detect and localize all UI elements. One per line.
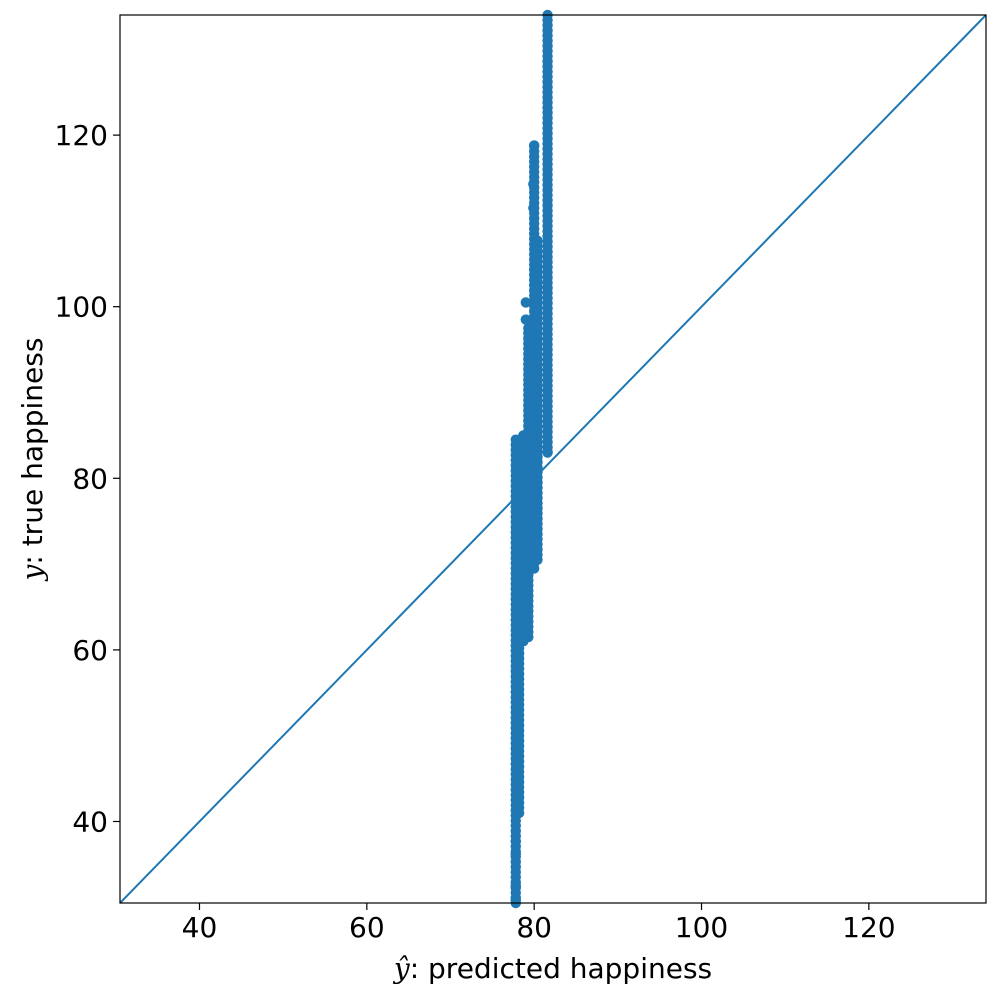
scatter-point [528, 140, 540, 151]
scatter-point [510, 434, 521, 445]
scatter-point [510, 895, 521, 906]
x-tick-label: 80 [516, 911, 552, 944]
x-axis-label-text: : predicted happiness [410, 952, 712, 985]
x-axis-ticks: 40 60 80 100 120 [182, 903, 896, 944]
x-axis-label: ŷ: predicted happiness [392, 952, 712, 985]
plot-frame [119, 14, 987, 904]
y-tick-label: 80 [72, 462, 108, 495]
x-tick-label: 100 [675, 911, 728, 944]
identity-reference-line [119, 14, 987, 904]
scatter-point [542, 446, 553, 457]
scatter-point [532, 235, 543, 246]
scatter-point [520, 297, 532, 308]
y-tick-label: 40 [72, 805, 108, 838]
plot-area [119, 9, 987, 909]
y-axis-label: y: true happiness [16, 338, 49, 583]
scatter-point [520, 314, 532, 325]
scatter-point [510, 880, 521, 892]
scatter-point [528, 202, 539, 214]
x-tick-label: 60 [349, 911, 385, 944]
scatter-points [510, 9, 553, 909]
y-axis-ticks: 40 60 80 100 120 [55, 119, 120, 838]
x-tick-label: 120 [842, 911, 895, 944]
scatter-point [528, 178, 539, 190]
y-axis-label-symbol: y [16, 563, 49, 582]
x-tick-label: 40 [182, 911, 218, 944]
scatter-point [510, 848, 521, 860]
x-axis-label-symbol: ŷ [392, 952, 411, 985]
y-axis-label-text: : true happiness [16, 338, 49, 565]
y-tick-label: 100 [55, 291, 108, 324]
y-tick-label: 120 [55, 119, 108, 152]
scatter-point [510, 836, 521, 847]
y-tick-label: 60 [72, 634, 108, 667]
